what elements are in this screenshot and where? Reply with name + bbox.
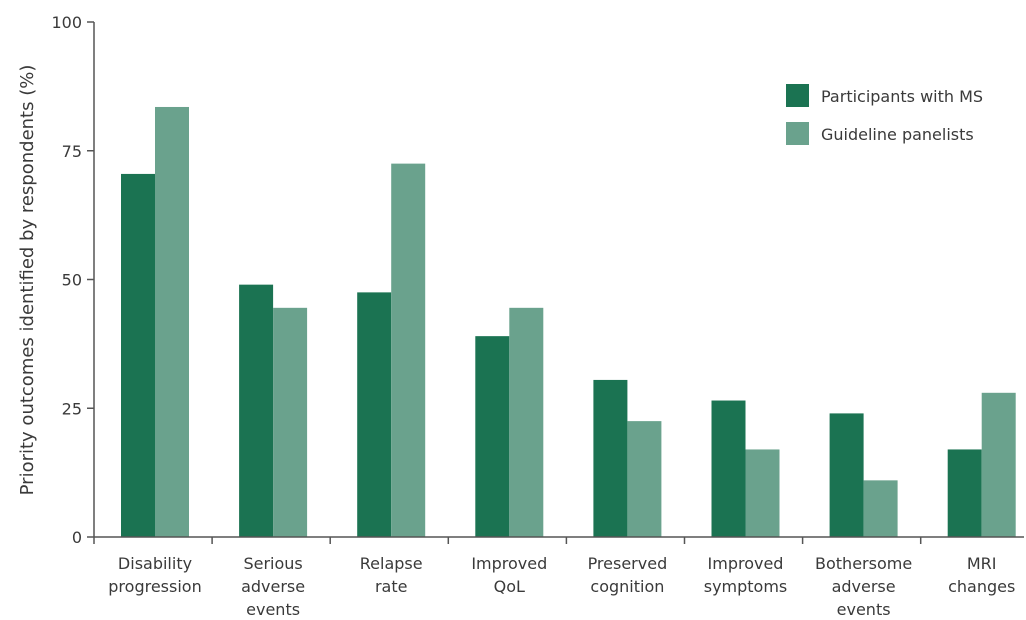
legend-label: Guideline panelists [821,125,974,144]
bar-participants [829,413,864,537]
x-category-label: Bothersome adverse events [815,554,912,619]
y-axis-title: Priority outcomes identified by responde… [17,65,38,496]
bar-panelists [863,480,898,537]
legend: Participants with MS Guideline panelists [786,84,983,145]
bar-participants [947,449,982,537]
y-axis: 0 25 50 75 100 [51,13,95,547]
bar-panelists [981,392,1016,537]
bar-participants [239,284,274,537]
bar-panelists [155,106,189,537]
bars-group [121,106,1016,538]
legend-swatch [786,84,809,107]
x-category-label: Preserved cognition [588,554,668,596]
bar-participants [593,379,628,537]
x-category-label: Disability progression [108,554,201,596]
y-tick-label: 75 [62,142,82,161]
bar-participants [357,292,392,537]
y-tick-label: 100 [51,13,82,32]
y-tick-label: 25 [62,399,82,418]
y-tick-label: 0 [72,528,82,547]
bar-panelists [627,421,662,537]
bar-participants [121,173,155,538]
bar-panelists [745,449,780,537]
y-tick-label: 50 [62,271,82,290]
x-category-label: MRI changes [948,554,1015,596]
x-category-label: Serious adverse events [241,554,305,619]
x-axis: Disability progression Serious adverse event… [93,536,1024,619]
legend-swatch [786,122,809,145]
x-category-label: Relapse rate [360,554,423,596]
x-category-label: Improved symptoms [704,554,788,596]
x-category-label: Improved QoL [471,554,547,596]
legend-label: Participants with MS [821,87,983,106]
bar-panelists [509,307,544,537]
bar-participants [711,400,746,537]
bar-panelists [391,163,426,537]
bar-panelists [273,307,308,537]
bar-participants [475,336,510,537]
